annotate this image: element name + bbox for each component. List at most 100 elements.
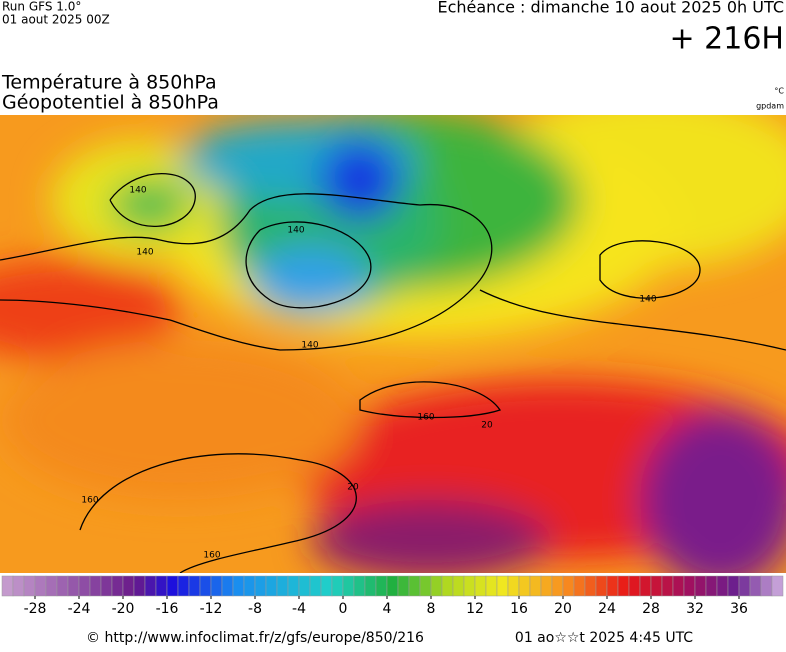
colorbar-swatch (243, 575, 256, 597)
colorbar-tick-label: 28 (642, 601, 660, 617)
colorbar-swatch (650, 575, 663, 597)
colorbar-swatch (727, 575, 740, 597)
colorbar-swatch (672, 575, 685, 597)
contour-label: 140 (301, 341, 318, 351)
colorbar-tick-label: 16 (510, 601, 528, 617)
colorbar-swatch (89, 575, 102, 597)
colorbar-swatch (353, 575, 366, 597)
colorbar-tick-label: -20 (112, 601, 135, 617)
colorbar-swatch (694, 575, 707, 597)
colorbar-swatch (419, 575, 432, 597)
colorbar-tick-label: 36 (730, 601, 748, 617)
colorbar-swatch (111, 575, 124, 597)
colorbar-swatch (683, 575, 696, 597)
colorbar-tick-label: -12 (200, 601, 223, 617)
colorbar-swatch (386, 575, 399, 597)
colorbar-swatch (474, 575, 487, 597)
map: 140 140 140 140 140 160 160 160 20 20 (0, 115, 786, 573)
geopotential-title: Géopotentiel à 850hPa (2, 92, 219, 114)
colorbar-tick-label: -28 (24, 601, 47, 617)
colorbar-swatch (342, 575, 355, 597)
contour-label: 160 (417, 413, 434, 423)
colorbar-swatch (254, 575, 267, 597)
contour-label: 140 (129, 186, 146, 196)
colorbar-tick-label: -8 (248, 601, 262, 617)
colorbar-swatch (518, 575, 531, 597)
colorbar-swatch (320, 575, 333, 597)
colorbar-swatch (188, 575, 201, 597)
colorbar-swatch (606, 575, 619, 597)
lead-time: + 216H (670, 22, 785, 57)
colorbar-swatch (122, 575, 135, 597)
colorbar-swatch (540, 575, 553, 597)
contour-label: 20 (347, 483, 359, 493)
colorbar-swatch (584, 575, 597, 597)
colorbar-tick-label: 0 (339, 601, 348, 617)
colorbar-swatch (397, 575, 410, 597)
colorbar-swatch (144, 575, 157, 597)
contour-label: 140 (136, 248, 153, 258)
colorbar: -28 -24 -20 -16 -12 -8 -4 0 4 8 12 16 20 24 28 32 36 (1, 575, 784, 617)
colorbar-swatch (441, 575, 454, 597)
colorbar-swatch (1, 575, 14, 597)
colorbar-swatch (155, 575, 168, 597)
colorbar-swatch (23, 575, 36, 597)
colorbar-swatch (661, 575, 674, 597)
colorbar-swatch (573, 575, 586, 597)
colorbar-swatch (749, 575, 762, 597)
colorbar-swatch (78, 575, 91, 597)
colorbar-swatch (562, 575, 575, 597)
colorbar-swatch (210, 575, 223, 597)
colorbar-swatch (331, 575, 344, 597)
colorbar-swatch (716, 575, 729, 597)
colorbar-swatch (408, 575, 421, 597)
colorbar-swatch (771, 575, 784, 597)
colorbar-tick-label: 24 (598, 601, 616, 617)
temperature-unit: °C (774, 87, 784, 96)
colorbar-swatch (199, 575, 212, 597)
contour-label: 160 (203, 551, 220, 561)
colorbar-swatch (595, 575, 608, 597)
temperature-title: Température à 850hPa (1, 72, 217, 94)
colorbar-swatch (265, 575, 278, 597)
colorbar-swatch (232, 575, 245, 597)
colorbar-swatch (34, 575, 47, 597)
colorbar-swatch (221, 575, 234, 597)
run-date: 01 aout 2025 00Z (2, 13, 110, 27)
colorbar-swatch (177, 575, 190, 597)
colorbar-swatch (309, 575, 322, 597)
contour-label: 140 (287, 226, 304, 236)
geopotential-unit: gpdam (756, 102, 784, 111)
colorbar-tick-label: -4 (292, 601, 306, 617)
colorbar-tick-label: 8 (427, 601, 436, 617)
colorbar-swatch (45, 575, 58, 597)
colorbar-swatch (133, 575, 146, 597)
colorbar-tick-label: 12 (466, 601, 484, 617)
colorbar-swatch (485, 575, 498, 597)
contour-label: 140 (639, 295, 656, 305)
colorbar-tick-label: -24 (68, 601, 91, 617)
colorbar-tick-label: 32 (686, 601, 704, 617)
colorbar-swatch (628, 575, 641, 597)
colorbar-swatch (639, 575, 652, 597)
contour-label: 160 (81, 496, 98, 506)
colorbar-swatch (56, 575, 69, 597)
colorbar-swatch (496, 575, 509, 597)
contour-label: 20 (481, 421, 493, 431)
colorbar-swatch (529, 575, 542, 597)
colorbar-swatch (430, 575, 443, 597)
colorbar-swatch (705, 575, 718, 597)
run-label: Run GFS 1.0° (2, 0, 81, 14)
colorbar-tick-label: 20 (554, 601, 572, 617)
colorbar-swatch (617, 575, 630, 597)
colorbar-swatch (463, 575, 476, 597)
colorbar-swatch (67, 575, 80, 597)
valid-time: Echéance : dimanche 10 aout 2025 0h UTC (437, 0, 784, 17)
colorbar-tick-label: 4 (383, 601, 392, 617)
colorbar-swatch (375, 575, 388, 597)
colorbar-swatch (276, 575, 289, 597)
source-link[interactable]: © http://www.infoclimat.fr/z/gfs/europe/… (86, 630, 424, 646)
generated-time: 01 ao☆☆t 2025 4:45 UTC (515, 630, 693, 646)
